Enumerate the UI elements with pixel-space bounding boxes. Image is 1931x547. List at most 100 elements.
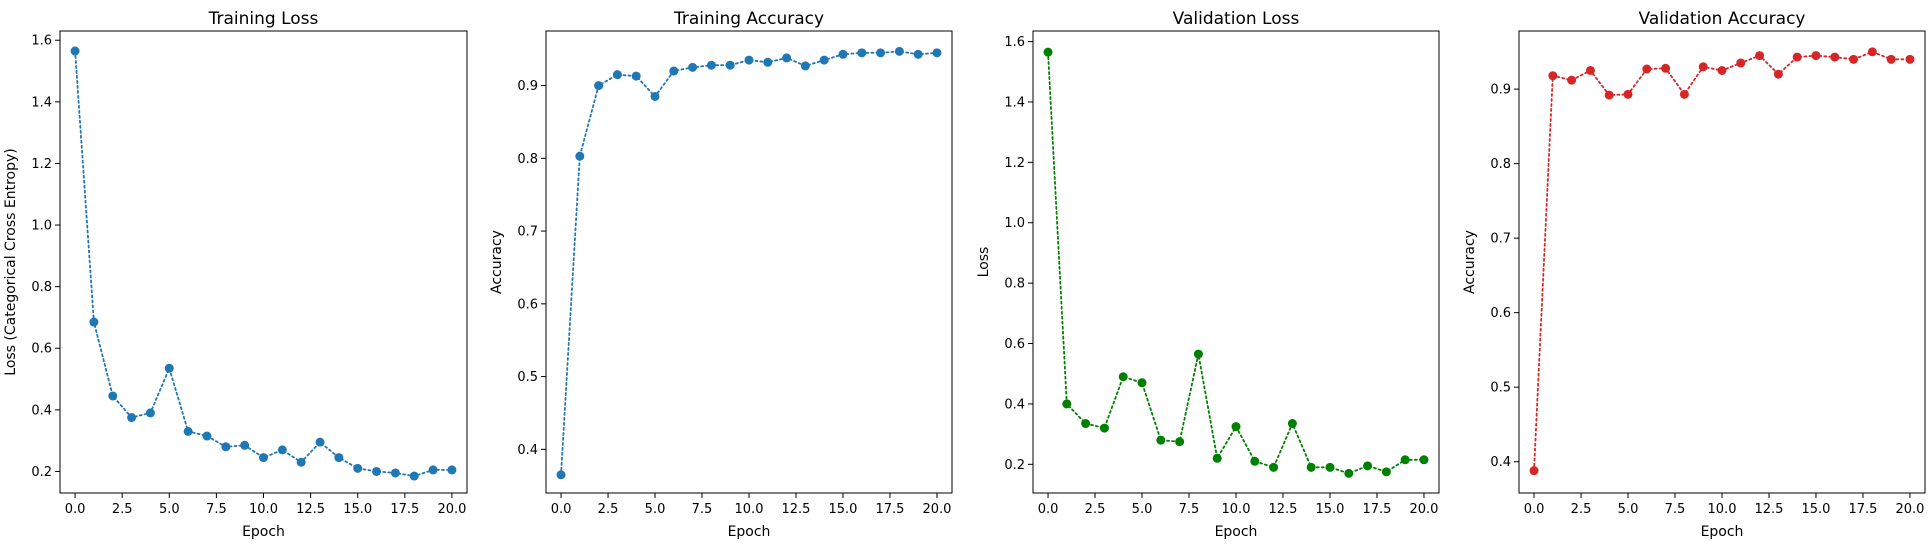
y-tick-label: 1.6 (1004, 35, 1025, 50)
data-point (1830, 52, 1840, 62)
x-axis-label: Epoch (1701, 524, 1744, 540)
data-point (428, 465, 438, 475)
x-tick-label: 17.5 (1362, 502, 1391, 517)
x-tick-label: 5.0 (159, 502, 180, 517)
data-point (296, 457, 306, 467)
x-tick-label: 20.0 (1895, 502, 1924, 517)
data-point (390, 468, 400, 478)
data-point (1698, 62, 1708, 72)
x-axis-label: Epoch (1215, 524, 1258, 540)
data-point (819, 55, 829, 65)
y-tick-label: 0.4 (1004, 397, 1025, 412)
plot-frame (1518, 30, 1926, 494)
data-point (876, 48, 886, 58)
data-point (1604, 90, 1614, 100)
y-tick-label: 1.0 (31, 219, 52, 234)
x-tick-label: 10.0 (1708, 502, 1737, 517)
data-point (1325, 462, 1335, 472)
data-point (334, 453, 344, 463)
data-point (1043, 47, 1053, 57)
data-point (631, 71, 641, 81)
x-tick-label: 15.0 (343, 502, 372, 517)
data-point (669, 66, 679, 76)
x-axis-label: Epoch (242, 524, 285, 540)
x-tick-label: 12.5 (296, 502, 325, 517)
x-tick-label: 5.0 (1132, 502, 1153, 517)
x-tick-label: 17.5 (390, 502, 419, 517)
data-point (1062, 399, 1072, 409)
y-tick-label: 0.8 (1490, 157, 1511, 172)
x-tick-label: 2.5 (1571, 502, 1592, 517)
data-point (315, 437, 325, 447)
y-tick-label: 0.7 (517, 225, 538, 240)
data-point (1419, 455, 1429, 465)
x-tick-label: 0.0 (65, 502, 86, 517)
y-axis-label: Accuracy (1462, 230, 1478, 294)
data-point (1099, 423, 1109, 433)
x-tick-label: 2.5 (1085, 502, 1106, 517)
chart-panel-4: Validation Accuracy Epoch Accuracy 0.0 2.5 5.… (1462, 9, 1926, 540)
data-point (1137, 378, 1147, 388)
x-tick-label: 7.5 (1665, 502, 1686, 517)
chart-title: Training Loss (208, 9, 319, 29)
y-tick-label: 0.9 (517, 79, 538, 94)
y-tick-label: 0.4 (517, 443, 538, 458)
data-point (1156, 435, 1166, 445)
data-point (1736, 58, 1746, 68)
plot-frame (545, 30, 953, 494)
chart-panel-1: Training Loss Epoch Loss (Categorical Cros… (3, 9, 468, 540)
data-point (277, 445, 287, 455)
x-tick-label: 0.0 (1524, 502, 1545, 517)
data-point (372, 466, 382, 476)
series-line (560, 50, 938, 476)
x-tick-label: 2.5 (598, 502, 619, 517)
data-point (1679, 89, 1689, 99)
data-point (127, 413, 137, 423)
data-point (1642, 64, 1652, 74)
data-point (1231, 422, 1241, 432)
y-tick-label: 0.4 (1490, 455, 1511, 470)
data-point (1849, 54, 1859, 64)
data-point (857, 48, 867, 58)
data-point (1118, 372, 1128, 382)
data-point (240, 440, 250, 450)
x-tick-label: 15.0 (829, 502, 858, 517)
data-point (164, 363, 174, 373)
x-tick-label: 12.5 (1269, 502, 1298, 517)
data-point (1193, 349, 1203, 359)
x-tick-label: 20.0 (922, 502, 951, 517)
data-point (1886, 54, 1896, 64)
y-tick-label: 0.2 (31, 465, 52, 480)
data-point (556, 470, 566, 480)
data-point (838, 49, 848, 59)
data-point (744, 55, 754, 65)
series-line (1533, 50, 1911, 472)
series-line (74, 50, 453, 478)
data-point (1363, 461, 1373, 471)
data-point (800, 61, 810, 71)
y-tick-label: 0.5 (1490, 381, 1511, 396)
data-point (70, 46, 80, 56)
y-tick-label: 1.2 (31, 157, 52, 172)
data-point (259, 453, 268, 463)
data-point (409, 471, 419, 481)
y-axis-label: Accuracy (489, 230, 505, 294)
data-point (1269, 462, 1279, 472)
x-tick-label: 7.5 (692, 502, 713, 517)
y-tick-label: 0.8 (1004, 277, 1025, 292)
data-point (1287, 419, 1297, 429)
data-point (1212, 453, 1222, 463)
data-point (1867, 47, 1877, 57)
y-tick-label: 1.6 (31, 34, 52, 49)
data-point (612, 70, 622, 80)
chart-panel-2: Training Accuracy Epoch Accuracy 0.0 2.5 5.0 7… (489, 9, 953, 540)
data-point (1250, 456, 1260, 466)
x-tick-label: 5.0 (1618, 502, 1639, 517)
series-line (1047, 51, 1425, 475)
y-tick-label: 0.2 (1004, 458, 1025, 473)
data-point (1529, 466, 1539, 476)
data-point (1381, 467, 1391, 477)
data-point (108, 391, 118, 401)
data-point (1623, 89, 1633, 99)
data-point (1811, 51, 1821, 61)
